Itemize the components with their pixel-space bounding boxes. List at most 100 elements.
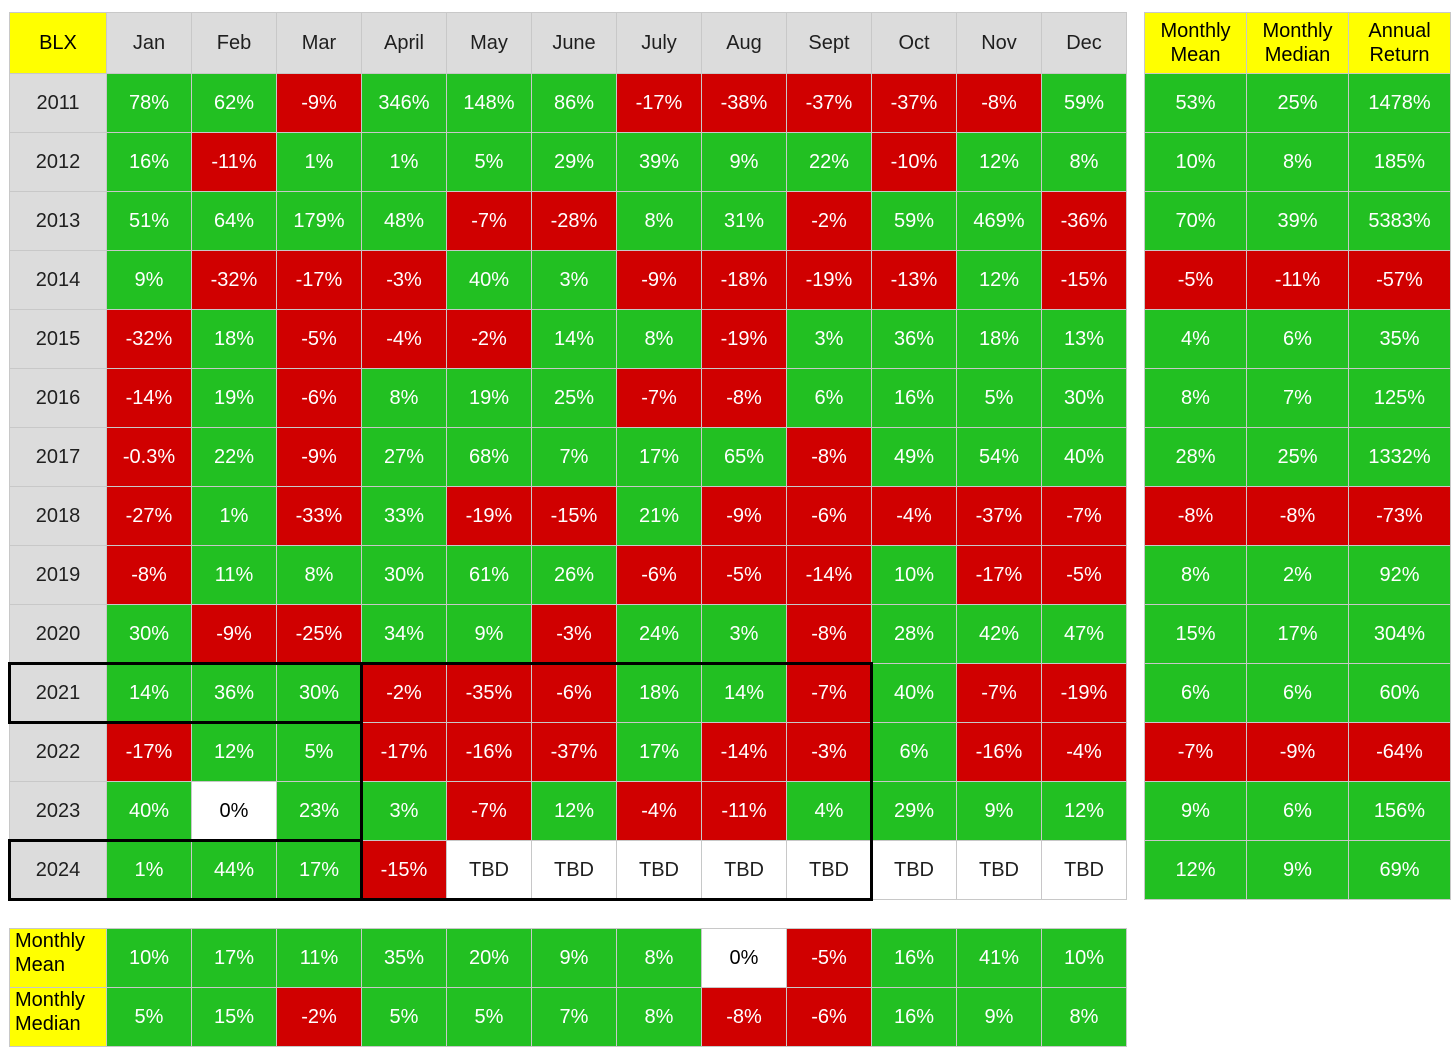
yearly-median-cell: 6% <box>1247 310 1348 368</box>
return-cell: 22% <box>787 133 871 191</box>
footer-mean-label-line: Mean <box>15 954 66 976</box>
yearly-mean-cell: 8% <box>1145 369 1246 427</box>
monthly-median-cell: 15% <box>192 988 276 1046</box>
year-label: 2017 <box>10 428 106 486</box>
return-cell: 23% <box>277 782 361 840</box>
yearly-mean-cell: -7% <box>1145 723 1246 781</box>
return-cell: -14% <box>787 546 871 604</box>
return-cell: -6% <box>787 487 871 545</box>
return-cell: -32% <box>107 310 191 368</box>
return-cell: 9% <box>702 133 786 191</box>
return-cell: 12% <box>532 782 616 840</box>
monthly-returns-table: BLX Jan Feb Mar April May June July Aug Sept Oct No… <box>9 12 1127 900</box>
return-cell: 61% <box>447 546 531 604</box>
return-cell: -6% <box>617 546 701 604</box>
monthly-median-cell: 8% <box>1042 988 1126 1046</box>
return-cell: -3% <box>362 251 446 309</box>
return-cell: 5% <box>277 723 361 781</box>
return-cell: 64% <box>192 192 276 250</box>
return-cell: 24% <box>617 605 701 663</box>
stat-header: Annual Return <box>1349 13 1450 73</box>
return-cell: 12% <box>957 133 1041 191</box>
return-cell: TBD <box>1042 841 1126 899</box>
return-cell: -17% <box>362 723 446 781</box>
return-cell: -37% <box>872 74 956 132</box>
month-header: April <box>362 13 446 73</box>
yearly-median-cell: 39% <box>1247 192 1348 250</box>
monthly-median-cell: 5% <box>107 988 191 1046</box>
return-cell: -17% <box>277 251 361 309</box>
return-cell: 39% <box>617 133 701 191</box>
return-cell: -19% <box>447 487 531 545</box>
return-cell: 59% <box>1042 74 1126 132</box>
return-cell: 48% <box>362 192 446 250</box>
month-header: Dec <box>1042 13 1126 73</box>
yearly-median-cell: 8% <box>1247 133 1348 191</box>
return-cell: 34% <box>362 605 446 663</box>
return-cell: 6% <box>787 369 871 427</box>
return-cell: 27% <box>362 428 446 486</box>
return-cell: -10% <box>872 133 956 191</box>
return-cell: 14% <box>702 664 786 722</box>
return-cell: -18% <box>702 251 786 309</box>
return-cell: 49% <box>872 428 956 486</box>
footer-median-label: Monthly Median <box>10 988 106 1046</box>
return-cell: 1% <box>277 133 361 191</box>
return-cell: 47% <box>1042 605 1126 663</box>
return-cell: -5% <box>702 546 786 604</box>
return-cell: 40% <box>872 664 956 722</box>
monthly-median-cell: 5% <box>362 988 446 1046</box>
yearly-median-cell: -11% <box>1247 251 1348 309</box>
month-header: Oct <box>872 13 956 73</box>
return-cell: TBD <box>702 841 786 899</box>
return-cell: -15% <box>1042 251 1126 309</box>
return-cell: -35% <box>447 664 531 722</box>
return-cell: -8% <box>787 428 871 486</box>
return-cell: -7% <box>957 664 1041 722</box>
return-cell: -9% <box>277 428 361 486</box>
annual-return-cell: 69% <box>1349 841 1450 899</box>
return-cell: -4% <box>617 782 701 840</box>
return-cell: -25% <box>277 605 361 663</box>
yearly-mean-cell: 8% <box>1145 546 1246 604</box>
return-cell: -19% <box>702 310 786 368</box>
footer-mean-label-line: Monthly <box>15 930 86 952</box>
return-cell: 9% <box>447 605 531 663</box>
year-label: 2019 <box>10 546 106 604</box>
stat-header-line: Median <box>1264 44 1331 66</box>
return-cell: -16% <box>447 723 531 781</box>
return-cell: TBD <box>957 841 1041 899</box>
return-cell: 18% <box>617 664 701 722</box>
return-cell: 54% <box>957 428 1041 486</box>
return-cell: -37% <box>957 487 1041 545</box>
return-cell: TBD <box>787 841 871 899</box>
return-cell: -8% <box>107 546 191 604</box>
return-cell: -19% <box>1042 664 1126 722</box>
return-cell: 179% <box>277 192 361 250</box>
month-header: June <box>532 13 616 73</box>
return-cell: 40% <box>1042 428 1126 486</box>
return-cell: 68% <box>447 428 531 486</box>
yearly-median-cell: 25% <box>1247 428 1348 486</box>
return-cell: 19% <box>447 369 531 427</box>
return-cell: 3% <box>702 605 786 663</box>
yearly-stats-table: Monthly Mean Monthly Median Annual Return 53% 2… <box>1144 12 1451 900</box>
monthly-median-cell: 8% <box>617 988 701 1046</box>
return-cell: 9% <box>107 251 191 309</box>
yearly-median-cell: 17% <box>1247 605 1348 663</box>
return-cell: -2% <box>787 192 871 250</box>
return-cell: -7% <box>1042 487 1126 545</box>
return-cell: 14% <box>107 664 191 722</box>
ticker-header: BLX <box>10 13 106 73</box>
return-cell: -11% <box>192 133 276 191</box>
annual-return-cell: 304% <box>1349 605 1450 663</box>
annual-return-cell: -64% <box>1349 723 1450 781</box>
return-cell: -7% <box>447 192 531 250</box>
return-cell: -14% <box>702 723 786 781</box>
annual-return-cell: -57% <box>1349 251 1450 309</box>
return-cell: 42% <box>957 605 1041 663</box>
footer-mean-label: Monthly Mean <box>10 929 106 987</box>
stat-header: Monthly Median <box>1247 13 1348 73</box>
return-cell: 3% <box>362 782 446 840</box>
return-cell: 6% <box>872 723 956 781</box>
